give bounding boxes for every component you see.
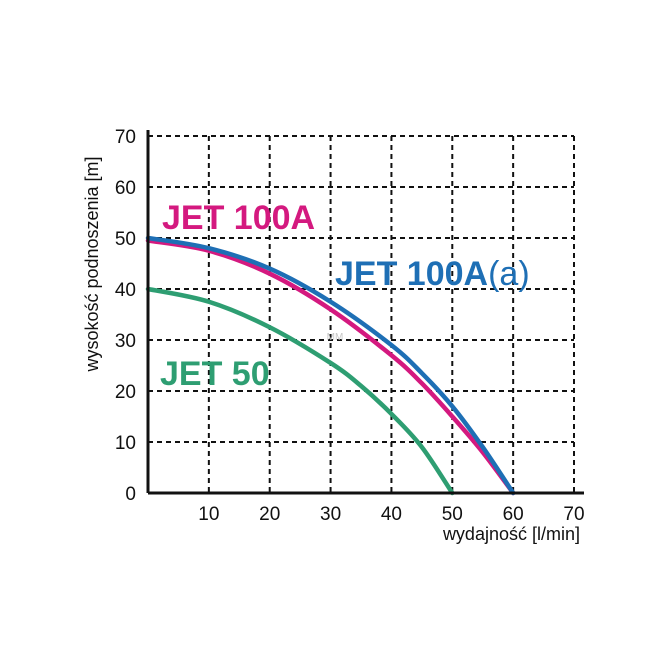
y-tick-label: 0 xyxy=(125,484,136,505)
series-line-jet-50 xyxy=(145,286,455,496)
x-axis-title: wydajność [l/min] xyxy=(442,524,580,544)
x-tick-label: 40 xyxy=(381,504,402,525)
y-tick-label: 10 xyxy=(115,433,136,454)
series-label-jet100a-a-main: JET 100A xyxy=(335,255,488,293)
y-tick-label: 20 xyxy=(115,382,136,403)
x-tick-label: 60 xyxy=(503,504,524,525)
series-line-jet-100a-a xyxy=(145,235,516,496)
series-label-jet50: JET 50 xyxy=(160,355,270,393)
x-tick-label: 20 xyxy=(259,504,280,525)
y-tick-label: 40 xyxy=(115,280,136,301)
x-tick-label: 30 xyxy=(320,504,341,525)
y-tick-label: 70 xyxy=(115,127,136,148)
y-tick-label: 60 xyxy=(115,178,136,199)
y-tick-label: 30 xyxy=(115,331,136,352)
axes xyxy=(146,130,584,495)
x-tick-labels: 10 20 30 40 50 60 70 xyxy=(198,504,584,525)
y-tick-labels: 0 10 20 30 40 50 60 70 xyxy=(115,127,136,505)
curves xyxy=(145,235,516,496)
x-tick-label: 50 xyxy=(442,504,463,525)
series-label-jet100a-a: JET 100A(a) xyxy=(335,255,530,293)
y-axis-title: wysokość podnoszenia [m] xyxy=(82,156,102,372)
grid xyxy=(148,135,575,493)
y-tick-label: 50 xyxy=(115,229,136,250)
watermark: MM xyxy=(327,332,344,343)
series-line-jet-100a xyxy=(145,238,516,496)
series-label-jet100a-a-suffix: (a) xyxy=(488,255,530,293)
x-tick-label: 10 xyxy=(198,504,219,525)
x-tick-label: 70 xyxy=(563,504,584,525)
series-label-jet100a: JET 100A xyxy=(162,199,315,237)
